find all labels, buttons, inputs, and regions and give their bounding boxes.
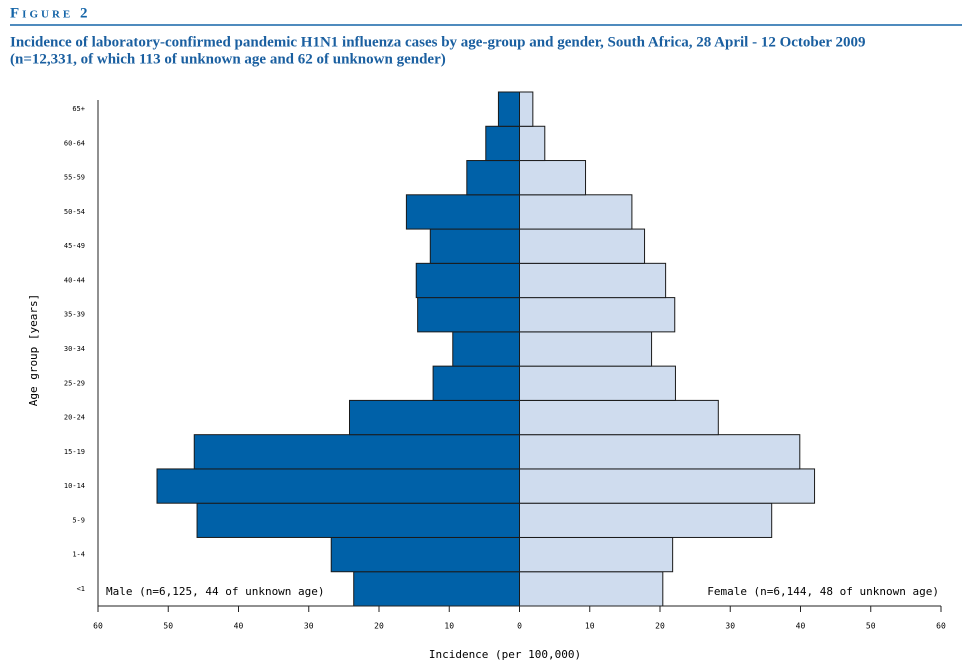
series-label: Male (n=6,125, 44 of unknown age) <box>106 585 325 598</box>
y-tick-label: 65+ <box>72 105 85 113</box>
bar <box>156 468 520 504</box>
y-tick-label: 10-14 <box>64 482 85 490</box>
y-tick-label: 20-24 <box>64 414 85 422</box>
bar <box>429 228 520 264</box>
bar <box>519 194 633 230</box>
y-tick-label: <1 <box>77 585 85 593</box>
y-tick-label: 30-34 <box>64 345 85 353</box>
bar <box>519 502 773 538</box>
y-tick-label: 25-29 <box>64 379 85 387</box>
chart-subtitle: (n=12,331, of which 113 of unknown age a… <box>10 51 446 67</box>
figure-label: Figure 2 <box>10 5 90 21</box>
bar <box>497 91 520 127</box>
bar <box>485 125 520 162</box>
y-tick-label: 40-44 <box>64 276 85 284</box>
bar <box>519 468 816 504</box>
series-label: Female (n=6,144, 48 of unknown age) <box>707 585 939 598</box>
y-tick-label: 50-54 <box>64 208 85 216</box>
bar <box>415 262 521 299</box>
bar <box>417 297 521 333</box>
y-tick-label: 1-4 <box>72 551 85 559</box>
bar <box>193 434 520 470</box>
bar <box>330 536 521 573</box>
y-tick-label: 15-19 <box>64 448 85 456</box>
x-tick-label: 40 <box>234 622 244 631</box>
bar <box>405 194 520 230</box>
bar <box>196 502 521 538</box>
chart-title: Incidence of laboratory-confirmed pandem… <box>10 34 866 50</box>
x-tick-label: 60 <box>936 622 946 631</box>
bar <box>348 399 520 436</box>
y-tick-label: 35-39 <box>64 311 85 319</box>
bar <box>519 365 676 401</box>
y-tick-label: 60-64 <box>64 139 85 147</box>
bar <box>519 228 646 264</box>
x-tick-label: 50 <box>866 622 876 631</box>
y-tick-label: 55-59 <box>64 174 85 182</box>
x-tick-label: 50 <box>163 622 173 631</box>
x-tick-label: 40 <box>796 622 806 631</box>
bar <box>519 434 801 470</box>
y-axis-label: Age group [years] <box>27 294 40 407</box>
bar <box>519 536 674 573</box>
x-tick-label: 10 <box>444 622 454 631</box>
y-tick-label: 45-49 <box>64 242 85 250</box>
x-tick-label: 20 <box>374 622 384 631</box>
x-tick-label: 10 <box>585 622 595 631</box>
y-tick-label: 5-9 <box>72 516 85 524</box>
bar <box>519 331 653 367</box>
bar <box>353 571 520 607</box>
x-tick-label: 30 <box>304 622 314 631</box>
bar <box>519 91 534 127</box>
bar <box>519 262 667 299</box>
bar <box>519 160 587 196</box>
bar <box>466 160 520 196</box>
bar <box>452 331 521 367</box>
bar <box>519 571 664 607</box>
x-tick-label: 30 <box>725 622 735 631</box>
bar <box>519 297 676 333</box>
x-axis-label: Incidence (per 100,000) <box>429 648 581 661</box>
bar <box>519 125 546 162</box>
x-tick-label: 0 <box>517 622 522 631</box>
x-tick-label: 60 <box>93 622 103 631</box>
bar <box>432 365 520 401</box>
x-tick-label: 20 <box>655 622 665 631</box>
bar <box>519 399 719 436</box>
